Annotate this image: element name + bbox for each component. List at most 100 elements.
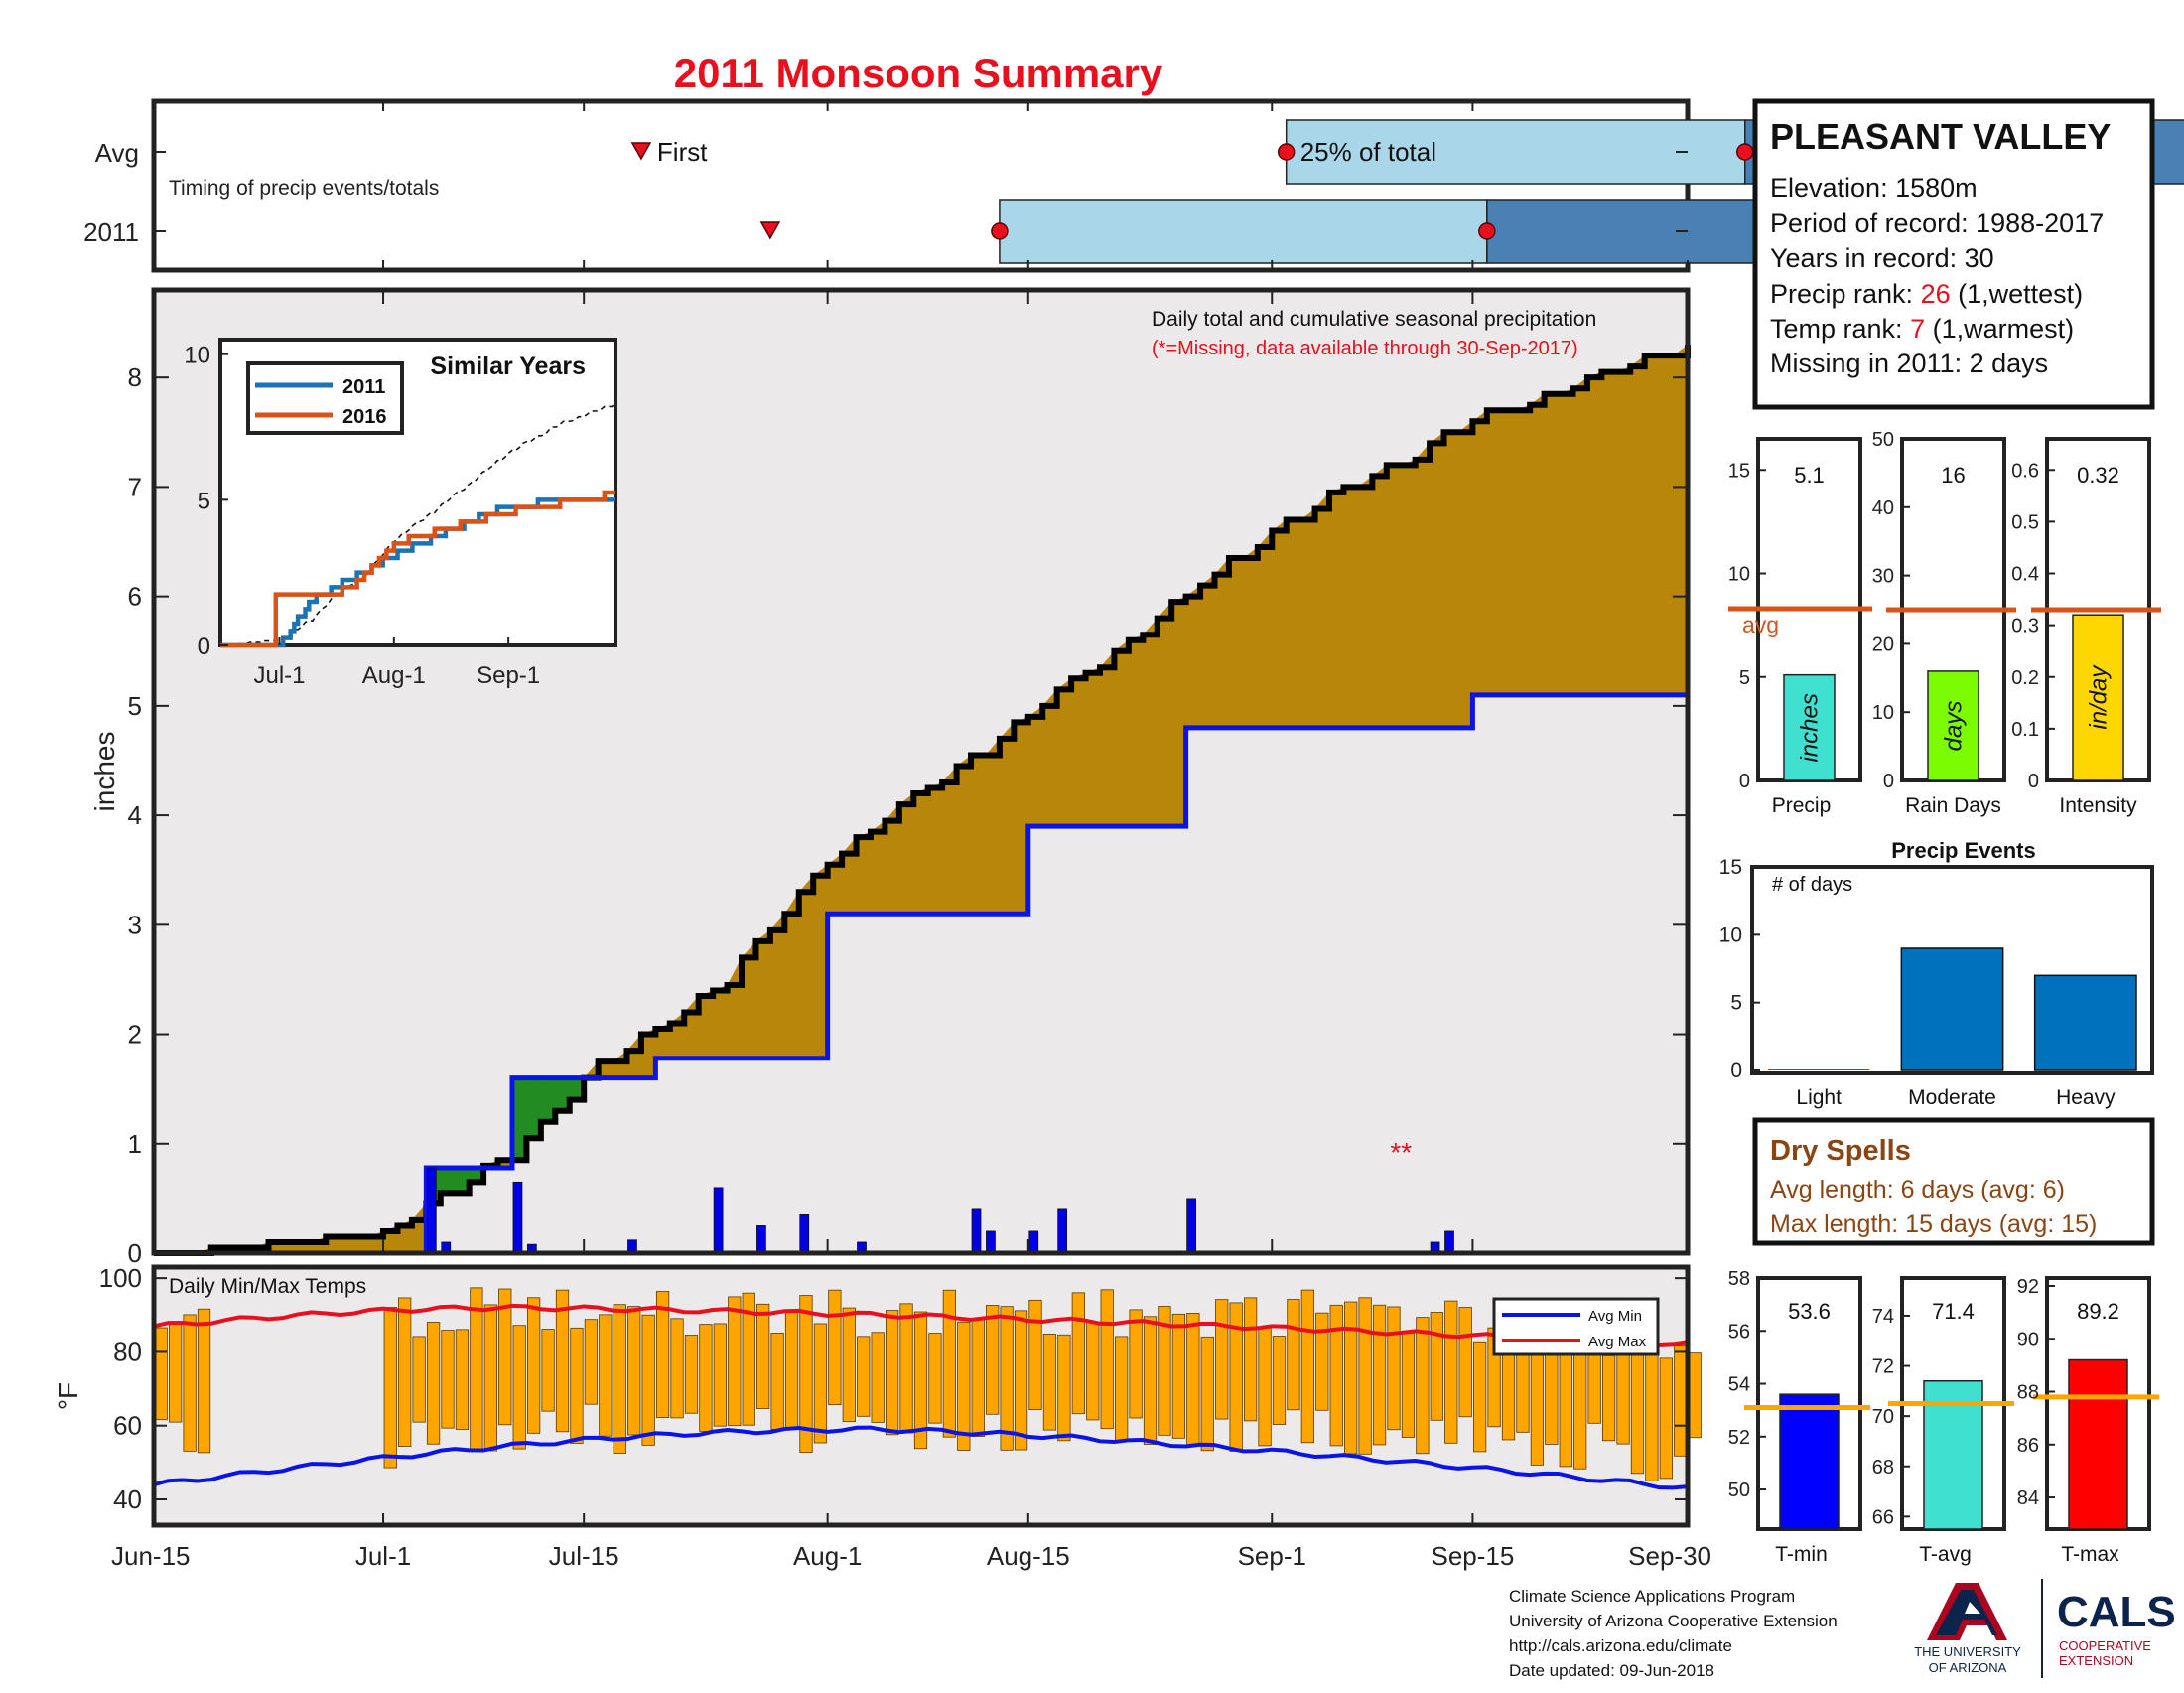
precip-y-tick-label: 8 [128, 362, 142, 392]
temp-stat-tick-label: 72 [1872, 1356, 1894, 1378]
daily-temp-bar [1545, 1343, 1559, 1445]
x-tick-label: Sep-1 [1238, 1541, 1306, 1571]
x-tick-label: Sep-30 [1628, 1541, 1711, 1571]
daily-temp-bar [1315, 1312, 1329, 1411]
precip-y-tick-label: 3 [128, 910, 142, 939]
daily-temp-bar [1258, 1327, 1272, 1447]
daily-temp-bar [441, 1330, 455, 1429]
stat-unit-intensity: in/day [2086, 664, 2113, 730]
daily-temp-bar [742, 1292, 755, 1426]
station-info-box: PLEASANT VALLEY Elevation: 1580m Period … [1752, 98, 2155, 410]
temp-stat-bar [2068, 1358, 2128, 1530]
daily-temp-bar [1057, 1334, 1071, 1442]
daily-temp-bar [1387, 1306, 1401, 1431]
cumulative-surplus-area [540, 1077, 556, 1122]
daily-precip-bar [1186, 1198, 1196, 1254]
stat-unit-raindays: days [1941, 701, 1968, 752]
timing-note: Timing of precip events/totals [169, 177, 439, 200]
station-name: PLEASANT VALLEY [1770, 116, 2111, 157]
timing-dot-50 [1736, 143, 1754, 161]
footer-line-2: University of Arizona Cooperative Extens… [1509, 1612, 1838, 1630]
station-frame [1752, 98, 2155, 410]
stat-avg-label: avg [1742, 612, 1779, 637]
station-missing: Missing in 2011: 2 days [1770, 349, 2048, 378]
temp-y-tick-label: 100 [99, 1263, 142, 1293]
precip-y-tick-label: 5 [128, 691, 142, 721]
dry-spells-max: Max length: 15 days (avg: 15) [1770, 1210, 2097, 1238]
daily-temp-bar [412, 1336, 426, 1423]
ua-logo-mark-hole [1965, 1602, 1980, 1614]
daily-temp-bar [1186, 1313, 1200, 1446]
daily-temp-bar [728, 1296, 742, 1427]
stat-tick-label: 10 [1728, 564, 1750, 586]
event-category-label: Moderate [1908, 1086, 1996, 1109]
daily-precip-bar [986, 1230, 996, 1254]
ua-wordmark-1: THE UNIVERSITY [1914, 1644, 2021, 1659]
daily-temp-bar [1659, 1357, 1673, 1480]
daily-temp-bar [957, 1321, 971, 1451]
stat-tick-label: 20 [1872, 634, 1894, 655]
inset-legend-frame [246, 361, 404, 435]
daily-precip-bar [713, 1187, 724, 1254]
daily-temp-bar [1000, 1306, 1014, 1451]
precip-note: Daily total and cumulative seasonal prec… [1152, 308, 1596, 331]
footer-line-1: Climate Science Applications Program [1509, 1587, 1795, 1606]
station-years: Years in record: 30 [1770, 243, 1994, 273]
cumulative-surplus-area [469, 1168, 484, 1183]
precip-plot-frame [151, 287, 1691, 1256]
daily-temp-bar [498, 1288, 512, 1426]
x-tick-label: Jun-15 [111, 1541, 191, 1571]
footer-line-3: http://cals.arizona.edu/climate [1509, 1636, 1732, 1655]
temp-plot-frame [151, 1264, 1691, 1528]
inset-x-tick-label: Sep-1 [477, 662, 540, 689]
temp-stat-tick-label: 74 [1872, 1306, 1894, 1328]
daily-temp-bar [1473, 1341, 1487, 1453]
ua-wordmark-2: OF ARIZONA [1929, 1660, 2007, 1675]
season-stats-panels: avg 5.1 inches Precip 0 5 10 15 16 days Rain Days 0… [1728, 429, 2161, 817]
daily-temp-bar [770, 1333, 784, 1430]
timing-label-first: First [657, 137, 708, 167]
footer: Climate Science Applications Program Uni… [1509, 1579, 2176, 1680]
cumulative-surplus-area [455, 1168, 471, 1194]
daily-temp-bar [627, 1306, 641, 1436]
timing-first-marker [630, 142, 652, 161]
cumulative-surplus-area [555, 1077, 571, 1111]
temp-stat-panel-t-max: 89.2 T-max 84 86 88 90 92 [2017, 1276, 2159, 1566]
station-precip-rank: Precip rank: 26 (1,wettest) [1770, 279, 2083, 309]
stat-label-raindays: Rain Days [1905, 794, 2001, 817]
temp-stat-tick-label: 84 [2017, 1487, 2039, 1509]
daily-temp-bar [527, 1297, 541, 1434]
cumulative-deficit-area [154, 345, 1688, 1253]
daily-temp-bar [756, 1303, 770, 1409]
daily-temp-bar [1215, 1299, 1229, 1420]
stat-bar-intensity [2072, 614, 2124, 781]
stat-tick-label: 0 [2028, 771, 2039, 792]
daily-temp-bar [1115, 1336, 1129, 1442]
event-category-label: Light [1796, 1086, 1842, 1109]
daily-temp-bar [1344, 1301, 1358, 1455]
stat-tick-label: 15 [1728, 460, 1750, 482]
daily-temp-bar [986, 1305, 1000, 1415]
missing-data-marker: ** [1390, 1137, 1412, 1168]
event-bar-light [1768, 1069, 1870, 1070]
precip-missing-note: (*=Missing, data available through 30-Se… [1152, 338, 1578, 359]
stat-tick-label: 0.5 [2011, 511, 2039, 533]
daily-temp-bar [913, 1311, 928, 1450]
daily-temp-bar [1171, 1313, 1186, 1439]
daily-temp-bar [613, 1304, 626, 1454]
avg-max-temp-line [153, 1303, 1689, 1347]
stat-tick-label: 10 [1872, 702, 1894, 724]
station-elevation: Elevation: 1580m [1770, 173, 1978, 203]
daily-temp-bar [398, 1297, 412, 1447]
daily-precip-bar [1028, 1230, 1039, 1254]
stat-label-precip: Precip [1772, 794, 1832, 817]
dry-spells-title: Dry Spells [1770, 1135, 1911, 1167]
timing-dot-25 [1277, 143, 1296, 161]
daily-temp-bar [1158, 1306, 1171, 1436]
events-title: Precip Events [1891, 838, 2036, 863]
daily-temp-bar [684, 1335, 699, 1414]
daily-temp-bar [828, 1289, 842, 1406]
daily-temp-bar [1100, 1289, 1114, 1430]
daily-temp-bar [183, 1314, 197, 1452]
